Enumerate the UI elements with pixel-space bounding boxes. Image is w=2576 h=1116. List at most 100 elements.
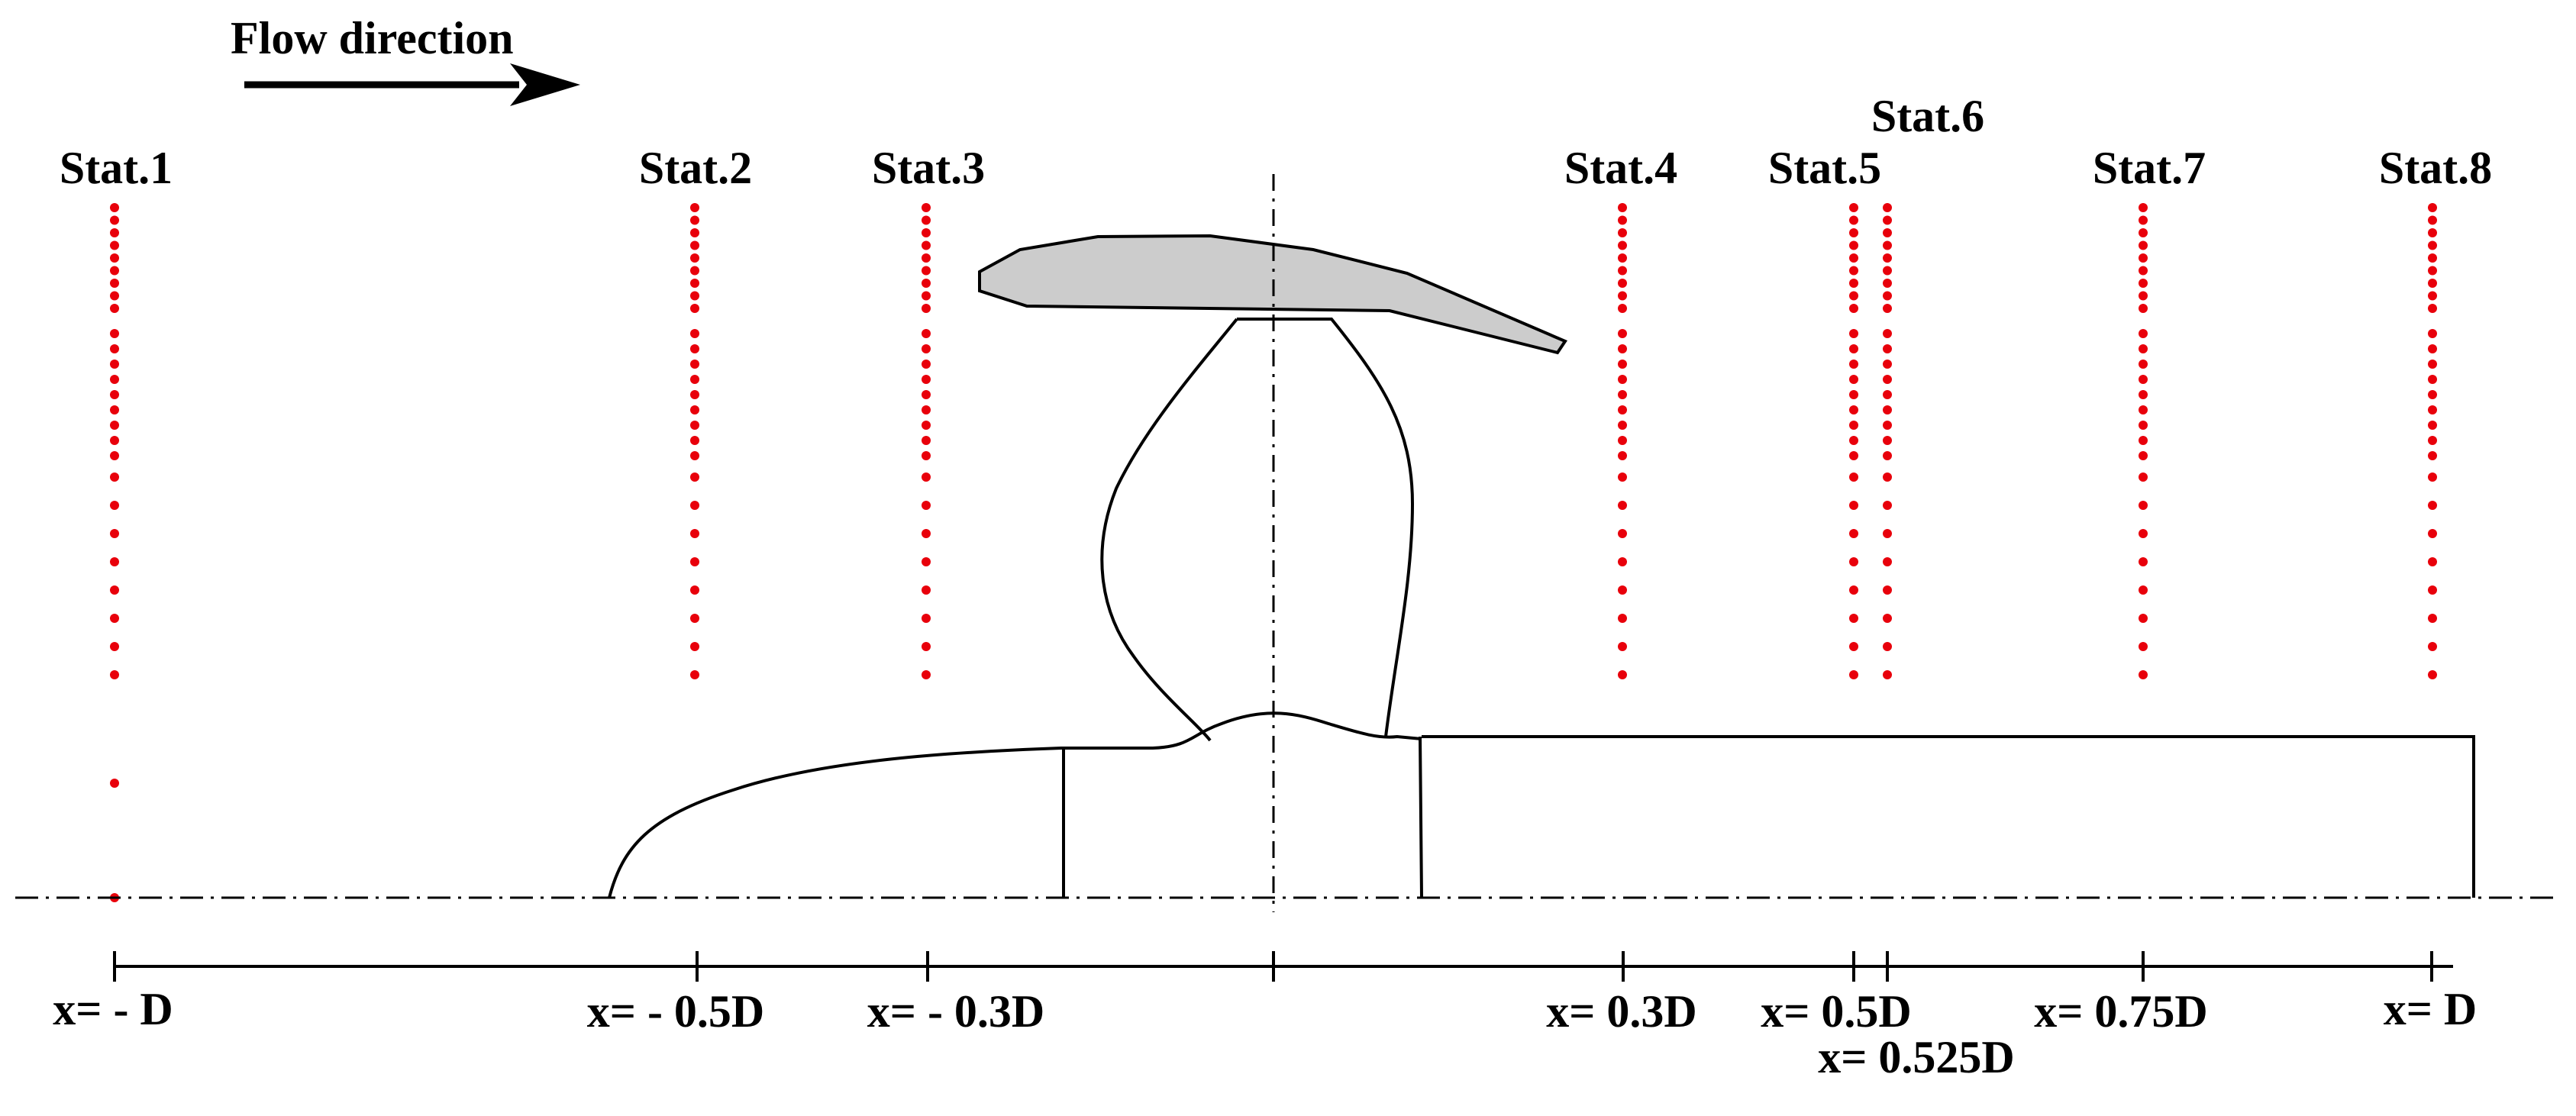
probe-point — [690, 215, 699, 225]
probe-point — [690, 421, 699, 430]
probe-point — [2139, 266, 2148, 276]
position-label: x= D — [2384, 984, 2478, 1034]
probe-point — [1849, 291, 1858, 301]
station-label: Stat.5 — [1768, 143, 1881, 193]
probe-point — [2139, 436, 2148, 445]
station-label: Stat.8 — [2379, 143, 2492, 193]
probe-point — [690, 279, 699, 288]
probe-point — [2139, 421, 2148, 430]
probe-point — [922, 240, 931, 250]
probe-point — [2428, 670, 2437, 679]
probe-point — [1618, 451, 1627, 460]
probe-point — [1618, 501, 1627, 510]
probe-point — [2139, 329, 2148, 338]
probe-point — [690, 304, 699, 313]
probe-point — [1618, 228, 1627, 237]
probe-point — [690, 291, 699, 301]
probe-point — [1883, 642, 1892, 651]
probe-point — [110, 421, 119, 430]
position-labels: x= - D x= - 0.5D x= - 0.3D x= 0.3D x= 0.… — [53, 984, 2477, 1082]
probe-point — [2428, 304, 2437, 313]
probe-point — [1849, 266, 1858, 276]
probe-point — [110, 529, 119, 538]
probe-point — [2428, 291, 2437, 301]
probe-point — [1618, 585, 1627, 595]
probe-point — [1849, 405, 1858, 414]
probe-point — [2428, 501, 2437, 510]
probe-point — [1618, 240, 1627, 250]
probe-points — [110, 203, 2437, 902]
probe-point — [922, 421, 931, 430]
probe-point — [2428, 436, 2437, 445]
probe-point — [690, 585, 699, 595]
probe-point — [110, 266, 119, 276]
probe-point — [110, 436, 119, 445]
probe-point — [690, 670, 699, 679]
probe-point — [2428, 240, 2437, 250]
probe-point — [1618, 405, 1627, 414]
probe-point — [922, 228, 931, 237]
probe-point — [1849, 360, 1858, 369]
probe-point — [1849, 451, 1858, 460]
probe-point — [922, 501, 931, 510]
probe-column — [1618, 203, 1627, 679]
probe-point — [110, 557, 119, 566]
probe-point — [690, 344, 699, 353]
probe-point — [110, 304, 119, 313]
probe-point — [1849, 421, 1858, 430]
probe-point — [1883, 215, 1892, 225]
probe-point — [1618, 329, 1627, 338]
probe-point — [2428, 360, 2437, 369]
probe-point — [690, 614, 699, 623]
probe-point — [2139, 279, 2148, 288]
probe-point — [110, 585, 119, 595]
probe-point — [110, 329, 119, 338]
probe-point — [1849, 228, 1858, 237]
probe-point — [110, 215, 119, 225]
probe-point — [690, 240, 699, 250]
probe-point — [2139, 291, 2148, 301]
probe-point — [2428, 203, 2437, 212]
probe-point — [2139, 228, 2148, 237]
probe-point — [922, 279, 931, 288]
probe-point — [1883, 228, 1892, 237]
probe-point — [922, 266, 931, 276]
probe-point — [1618, 279, 1627, 288]
probe-point — [1849, 529, 1858, 538]
probe-point — [1618, 304, 1627, 313]
probe-point — [690, 203, 699, 212]
probe-point — [1883, 557, 1892, 566]
probe-point — [690, 642, 699, 651]
probe-point — [1618, 215, 1627, 225]
probe-point — [922, 375, 931, 384]
probe-point — [922, 585, 931, 595]
probe-point — [110, 228, 119, 237]
probe-point — [2428, 405, 2437, 414]
probe-point — [690, 557, 699, 566]
probe-point — [2428, 375, 2437, 384]
probe-point — [2139, 529, 2148, 538]
probe-column — [2139, 203, 2148, 679]
probe-point — [690, 329, 699, 338]
probe-point — [2428, 215, 2437, 225]
probe-point — [110, 670, 119, 679]
probe-point — [2139, 642, 2148, 651]
station-label: Stat.3 — [872, 143, 985, 193]
probe-point — [690, 529, 699, 538]
probe-point — [2428, 451, 2437, 460]
probe-point — [2428, 329, 2437, 338]
probe-point — [110, 642, 119, 651]
probe-point — [1849, 253, 1858, 263]
probe-point — [690, 501, 699, 510]
probe-point — [1883, 344, 1892, 353]
probe-point — [110, 405, 119, 414]
probe-point — [922, 344, 931, 353]
position-label: x= - 0.5D — [587, 986, 765, 1037]
probe-point — [1849, 375, 1858, 384]
probe-point — [1849, 279, 1858, 288]
probe-point — [1849, 585, 1858, 595]
probe-point — [2428, 421, 2437, 430]
probe-column — [922, 203, 931, 679]
probe-point — [690, 253, 699, 263]
